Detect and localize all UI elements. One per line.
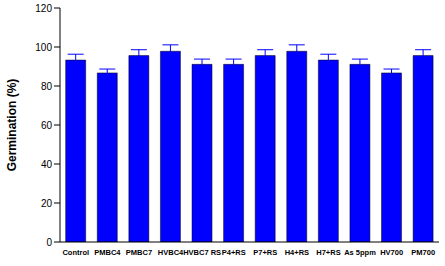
svg-text:HV700: HV700: [380, 248, 403, 257]
svg-text:H7+RS: H7+RS: [316, 248, 340, 257]
svg-text:120: 120: [35, 3, 52, 14]
svg-text:HVBC4: HVBC4: [158, 248, 184, 257]
svg-text:0: 0: [46, 237, 52, 248]
svg-text:60: 60: [41, 120, 53, 131]
svg-text:PMBC4: PMBC4: [94, 248, 121, 257]
svg-text:PM700: PM700: [411, 248, 435, 257]
svg-text:P4+RS: P4+RS: [222, 248, 246, 257]
svg-text:P7+RS: P7+RS: [253, 248, 277, 257]
svg-text:As 5ppm: As 5ppm: [344, 248, 376, 257]
svg-text:Control: Control: [62, 248, 89, 257]
svg-text:PMBC7: PMBC7: [126, 248, 152, 257]
svg-text:100: 100: [35, 42, 52, 53]
svg-text:HVBC7 RS: HVBC7 RS: [183, 248, 221, 257]
svg-text:Germination (%): Germination (%): [8, 79, 19, 172]
svg-text:40: 40: [41, 159, 53, 170]
svg-text:80: 80: [41, 81, 53, 92]
svg-text:20: 20: [41, 198, 53, 209]
svg-text:H4+RS: H4+RS: [285, 248, 309, 257]
